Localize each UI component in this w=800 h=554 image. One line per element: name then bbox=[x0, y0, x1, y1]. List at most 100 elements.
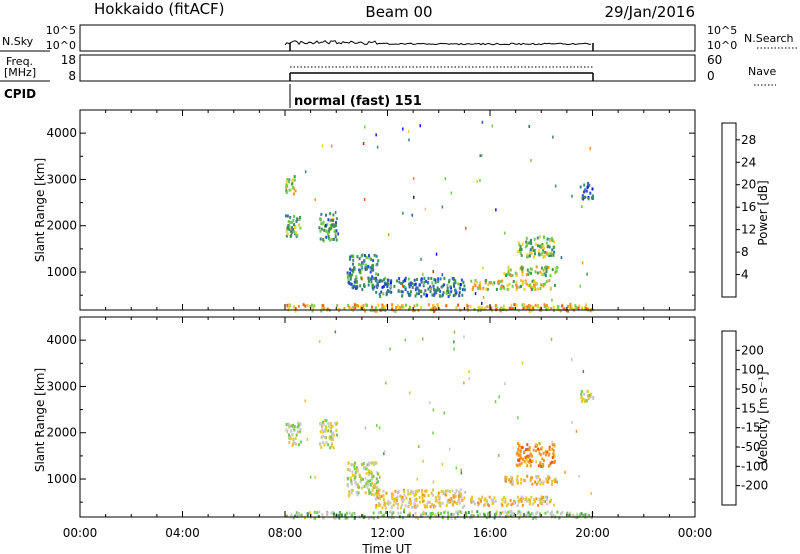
sky-panel-frame bbox=[79, 24, 696, 52]
data-cell bbox=[292, 437, 295, 441]
data-cell bbox=[401, 294, 404, 298]
sky-left-tick-top: 10^5 bbox=[46, 24, 76, 37]
colorbar-tick-label: 200 bbox=[741, 343, 764, 357]
data-cell bbox=[376, 279, 379, 282]
velocity-panel: 1000 2000 3000 4000 Slant Range [km] -200 -1… bbox=[33, 316, 770, 520]
data-cell bbox=[539, 270, 542, 274]
data-cell bbox=[524, 306, 527, 310]
data-cell bbox=[542, 459, 545, 463]
data-cell bbox=[550, 337, 553, 341]
data-cell bbox=[350, 513, 353, 517]
data-cell bbox=[306, 304, 309, 307]
data-cell bbox=[306, 514, 309, 518]
data-cell bbox=[444, 510, 447, 514]
velocity-y-label: Slant Range [km] bbox=[33, 368, 47, 472]
data-cell bbox=[414, 288, 417, 292]
data-cell bbox=[391, 512, 394, 516]
data-cell bbox=[328, 219, 331, 223]
data-cell bbox=[548, 452, 551, 456]
data-cell bbox=[330, 426, 333, 430]
data-cell bbox=[415, 492, 417, 496]
data-cell bbox=[581, 194, 584, 198]
data-cell bbox=[529, 464, 532, 468]
data-cell bbox=[384, 506, 387, 510]
data-cell bbox=[348, 468, 351, 472]
data-cell bbox=[550, 511, 552, 515]
data-cell bbox=[293, 425, 296, 428]
data-cell bbox=[418, 283, 421, 287]
data-cell bbox=[347, 477, 350, 481]
data-cell bbox=[521, 273, 524, 277]
data-cell bbox=[527, 306, 530, 310]
data-cell bbox=[354, 267, 356, 271]
data-cell bbox=[322, 516, 325, 520]
x-tick-label: 20:00 bbox=[575, 526, 610, 540]
data-cell bbox=[294, 225, 296, 229]
data-cell bbox=[509, 510, 512, 514]
data-cell bbox=[497, 454, 500, 457]
data-cell bbox=[417, 517, 420, 520]
data-cell bbox=[327, 234, 330, 238]
data-cell bbox=[289, 437, 292, 441]
data-cell bbox=[358, 268, 361, 272]
data-cell bbox=[409, 502, 412, 506]
data-cell bbox=[422, 459, 424, 463]
data-cell bbox=[413, 304, 416, 308]
data-cell bbox=[501, 503, 504, 507]
data-cell bbox=[504, 231, 506, 235]
data-cell bbox=[380, 494, 383, 498]
data-cell bbox=[399, 494, 402, 498]
data-cell bbox=[524, 498, 527, 501]
data-cell bbox=[542, 249, 545, 253]
data-cell bbox=[298, 424, 301, 428]
data-cell bbox=[435, 288, 438, 292]
data-cell bbox=[569, 303, 572, 307]
data-cell bbox=[420, 513, 422, 517]
data-cell bbox=[564, 470, 566, 474]
data-cell bbox=[516, 249, 519, 253]
velocity-colorbar: -200 -100 -50 -15 15 50 100 200 bbox=[721, 330, 768, 506]
data-cell bbox=[330, 438, 333, 442]
data-cell bbox=[417, 288, 420, 292]
data-cell bbox=[499, 511, 502, 515]
data-cell bbox=[341, 513, 343, 517]
data-cell bbox=[481, 120, 484, 124]
data-cell bbox=[331, 433, 334, 437]
data-cell bbox=[344, 514, 347, 517]
data-cell bbox=[368, 469, 370, 473]
data-cell bbox=[392, 511, 395, 515]
data-cell bbox=[494, 513, 497, 517]
data-cell bbox=[443, 411, 445, 415]
data-cell bbox=[366, 265, 369, 269]
data-cell bbox=[535, 517, 538, 520]
data-cell bbox=[375, 290, 378, 294]
data-cell bbox=[400, 290, 403, 294]
data-cell bbox=[522, 306, 525, 310]
data-cell bbox=[583, 183, 586, 187]
power-data-layer bbox=[285, 120, 594, 313]
data-cell bbox=[501, 285, 504, 289]
data-cell bbox=[354, 473, 357, 477]
data-cell bbox=[503, 286, 506, 290]
data-cell bbox=[413, 278, 416, 282]
data-cell bbox=[581, 399, 583, 403]
data-cell bbox=[525, 282, 528, 286]
data-cell bbox=[575, 306, 578, 309]
data-cell bbox=[304, 170, 307, 174]
data-cell bbox=[552, 503, 555, 507]
data-cell bbox=[591, 194, 594, 198]
data-cell bbox=[299, 226, 302, 230]
data-cell bbox=[539, 500, 542, 503]
data-cell bbox=[451, 489, 454, 493]
data-cell bbox=[545, 303, 548, 307]
data-cell bbox=[416, 489, 419, 493]
data-cell bbox=[369, 270, 372, 274]
data-cell bbox=[382, 513, 385, 517]
data-cell bbox=[350, 307, 353, 311]
data-cell bbox=[538, 442, 541, 446]
data-cell bbox=[548, 476, 551, 480]
data-cell bbox=[588, 394, 591, 397]
data-cell bbox=[366, 256, 369, 260]
data-cell bbox=[531, 502, 534, 506]
data-cell bbox=[544, 450, 547, 454]
